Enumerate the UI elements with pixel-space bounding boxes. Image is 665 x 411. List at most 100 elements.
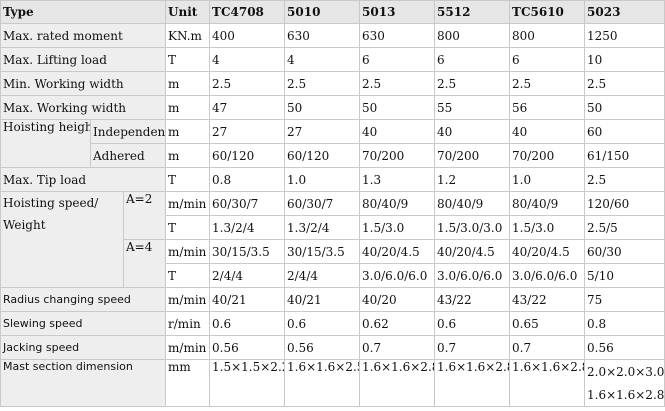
value-cell: 0.7 [359,335,436,360]
value-cell: 1.6×1.6×2.8 [509,359,586,407]
value-cell: 80/40/9 [509,191,586,216]
table-row: Max. Tip load T 0.8 1.0 1.3 1.2 1.0 2.5 [0,167,665,192]
row-label: Jacking speed [0,335,167,360]
row-label: Mast section dimension [0,359,167,407]
value-cell: 800 [434,23,511,48]
table-row: Hoisting speed/ Weight A=2 m/min 60/30/7… [0,191,665,288]
value-cell: 1250 [584,23,665,48]
value-cell: 2.0×2.0×3.0 [584,359,665,383]
value-cell: 60 [584,119,665,144]
value-cell: 1.5×1.5×2.2 [209,359,286,407]
value-cell: 1.0 [284,167,361,192]
value-cell: 70/200 [434,143,511,168]
unit-cell: m [165,143,211,168]
value-cell: 43/22 [509,287,586,312]
row-label: Max. Tip load [0,167,167,192]
unit-cell: T [165,263,211,288]
header-type: Type [0,0,167,24]
header-row: Type Unit TC4708 5010 5013 5512 TC5610 5… [0,0,665,24]
value-cell: 80/40/9 [434,191,511,216]
table-row: Slewing speed r/min 0.6 0.6 0.62 0.6 0.6… [0,311,665,336]
value-cell: 70/200 [509,143,586,168]
table-row: Radius changing speed m/min 40/21 40/21 … [0,287,665,312]
value-cell: 50 [284,95,361,120]
unit-cell: T [165,47,211,72]
value-cell: 2.5 [584,71,665,96]
sub-label: Adhered [89,143,167,168]
value-cell: 6 [359,47,436,72]
table-row: Adhered m 60/120 60/120 70/200 70/200 70… [1,143,665,168]
value-cell: 0.8 [584,311,665,336]
table-row: 1.6×1.6×2.8 [1,383,665,407]
value-cell: 40/20/4.5 [434,239,511,264]
value-cell: 6 [509,47,586,72]
value-cell: 1.3 [359,167,436,192]
value-cell: 1.5/3.0 [509,215,586,240]
value-cell: 40/20/4.5 [359,239,436,264]
value-cell: 2.5 [359,71,436,96]
value-cell: 5/10 [584,263,665,288]
unit-cell: m/min [165,335,211,360]
value-cell: 27 [209,119,286,144]
value-cell: 40 [434,119,511,144]
table-row: Hoisting height Independent m 27 27 40 4… [0,119,665,168]
value-cell: 47 [209,95,286,120]
value-cell: 61/150 [584,143,665,168]
sub-label: Independent [89,119,167,144]
row-label: Radius changing speed [0,287,167,312]
unit-cell: KN.m [165,23,211,48]
value-cell: 60/30/7 [209,191,286,216]
value-cell: 0.56 [209,335,286,360]
value-cell: 70/200 [359,143,436,168]
value-cell: 40 [359,119,436,144]
table-row: Max. Lifting load T 4 4 6 6 6 10 [0,47,665,72]
value-cell: 0.65 [509,311,586,336]
header-model: 5023 [584,0,665,24]
header-unit: Unit [165,0,211,24]
value-cell: 0.8 [209,167,286,192]
header-model: 5010 [284,0,361,24]
header-model: TC4708 [209,0,286,24]
value-cell: 6 [434,47,511,72]
value-cell: 80/40/9 [359,191,436,216]
table-row: Mast section dimension mm 1.5×1.5×2.2 1.… [0,359,665,407]
value-cell: 4 [284,47,361,72]
value-cell: 120/60 [584,191,665,216]
row-label: Hoisting speed/ Weight [0,191,124,288]
header-model: 5013 [359,0,436,24]
value-cell: 30/15/3.5 [284,239,361,264]
value-cell: 1.6×1.6×2.8 [584,383,665,407]
table-row: Max. Working width m 47 50 50 55 56 50 [0,95,665,120]
value-cell: 2.5/5 [584,215,665,240]
sub-label: A=2 [122,191,167,240]
value-cell: 56 [509,95,586,120]
unit-cell: m [165,95,211,120]
value-cell: 0.6 [434,311,511,336]
value-cell: 75 [584,287,665,312]
value-cell: 2.5 [209,71,286,96]
table-row: Max. rated moment KN.m 400 630 630 800 8… [0,23,665,48]
table-row: T 1.3/2/4 1.3/2/4 1.5/3.0 1.5/3.0/3.0 1.… [1,215,665,240]
table-row: Min. Working width m 2.5 2.5 2.5 2.5 2.5… [0,71,665,96]
row-label: Max. Lifting load [0,47,167,72]
value-cell: 4 [209,47,286,72]
value-cell: 0.6 [284,311,361,336]
value-cell: 1.6×1.6×2.8 [359,359,436,407]
row-label: Max. Working width [0,95,167,120]
value-cell: 0.62 [359,311,436,336]
value-cell: 2.5 [434,71,511,96]
value-cell: 30/15/3.5 [209,239,286,264]
sub-label: A=4 [122,239,167,288]
row-label: Slewing speed [0,311,167,336]
value-cell: 1.6×1.6×2.5 [284,359,361,407]
value-cell: 1.2 [434,167,511,192]
value-cell: 40/21 [209,287,286,312]
unit-cell: m/min [165,239,211,264]
value-cell: 630 [284,23,361,48]
unit-cell: m [165,119,211,144]
value-cell: 40/20/4.5 [509,239,586,264]
value-cell: 1.3/2/4 [209,215,286,240]
value-cell: 0.7 [434,335,511,360]
value-cell: 1.0 [509,167,586,192]
value-cell: 2/4/4 [209,263,286,288]
